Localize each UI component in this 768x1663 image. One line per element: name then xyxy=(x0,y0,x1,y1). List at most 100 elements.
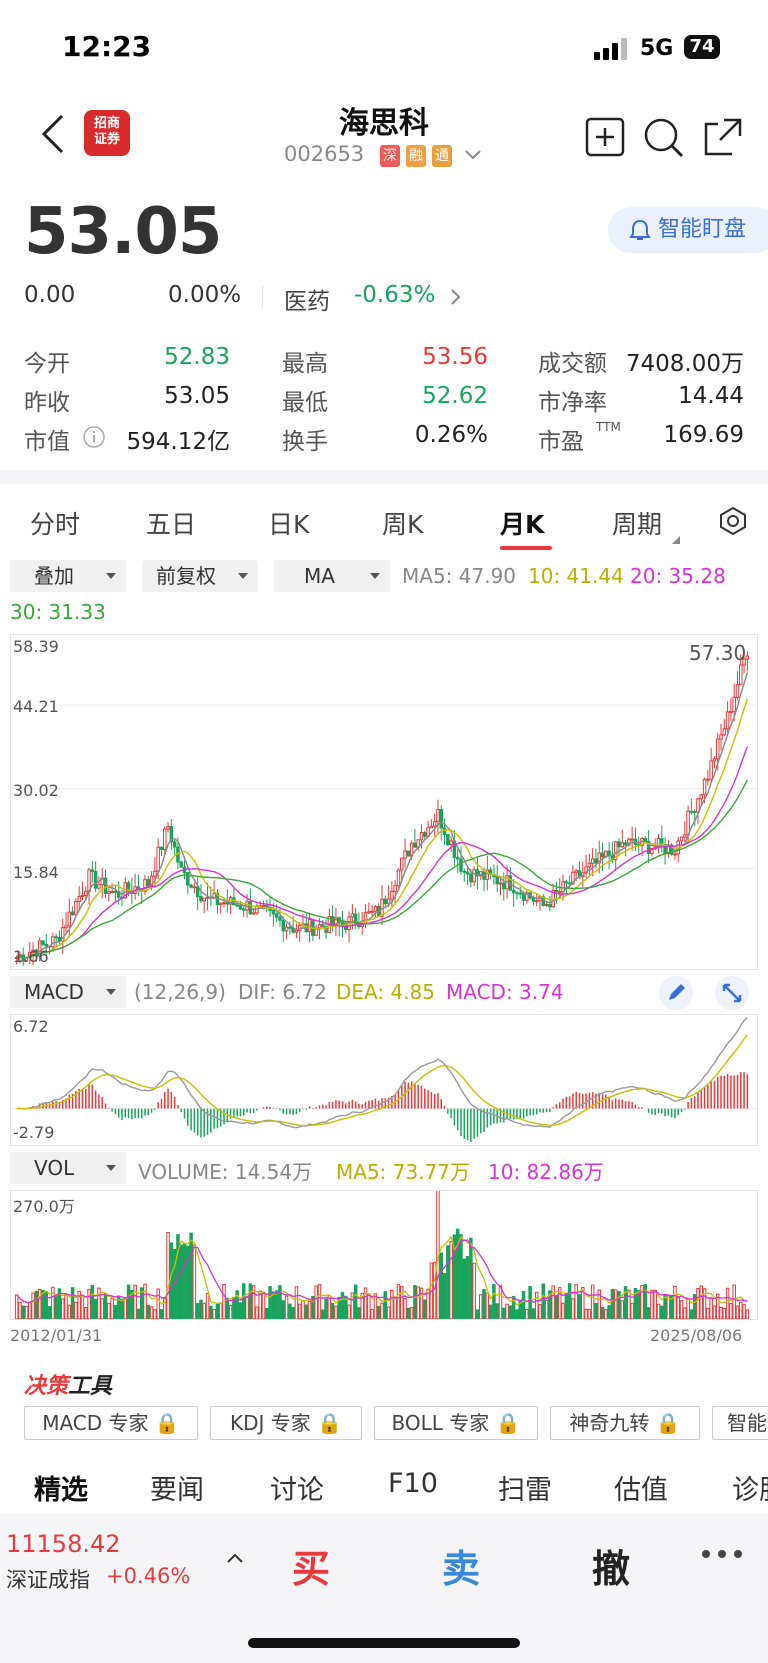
news-tab-diagnosis[interactable]: 诊股 xyxy=(732,1475,768,1506)
indicator-dropdown[interactable]: MA xyxy=(274,560,390,592)
candle xyxy=(446,834,450,846)
candle xyxy=(515,892,519,895)
sector-name[interactable]: 医药 xyxy=(284,289,330,315)
date-end: 2025/08/06 xyxy=(650,1326,743,1345)
news-tab-featured[interactable]: 精选 xyxy=(34,1475,88,1506)
chevron-up-icon[interactable] xyxy=(226,1552,244,1564)
ma30-legend: 30: 31.33 xyxy=(10,600,106,624)
index-change[interactable]: +0.46% xyxy=(106,1564,191,1588)
volume-bar xyxy=(452,1234,457,1319)
tab-monthly-k[interactable]: 月K xyxy=(500,510,545,539)
news-tab-headlines[interactable]: 要闻 xyxy=(150,1475,204,1506)
candle xyxy=(169,825,174,843)
tab-intraday[interactable]: 分时 xyxy=(30,510,81,539)
volume-bar xyxy=(120,1298,124,1319)
candle xyxy=(607,850,611,857)
index-name[interactable]: 深证成指 xyxy=(6,1568,90,1592)
tool-kdj-expert[interactable]: KDJ 专家 🔒 xyxy=(210,1406,362,1440)
back-icon[interactable] xyxy=(38,112,66,156)
tab-period[interactable]: 周期 xyxy=(612,510,663,539)
volume-bar xyxy=(363,1287,368,1319)
volume-bar xyxy=(255,1306,259,1319)
add-watchlist-icon[interactable] xyxy=(584,116,626,158)
candle xyxy=(478,871,483,877)
candle xyxy=(189,884,193,888)
volume-bar xyxy=(689,1309,694,1319)
candle xyxy=(149,875,154,887)
news-tab-risk[interactable]: 扫雷 xyxy=(498,1475,552,1506)
volume-bar xyxy=(646,1307,651,1319)
tab-weekly-k[interactable]: 周K xyxy=(382,510,424,539)
tab-daily-k[interactable]: 日K xyxy=(268,510,310,539)
sector-change[interactable]: -0.63% xyxy=(354,282,436,308)
sell-button[interactable]: 卖 xyxy=(442,1547,481,1591)
volume-bar xyxy=(600,1306,605,1319)
candle xyxy=(669,844,674,855)
volume-bar xyxy=(284,1295,289,1319)
volume-bar xyxy=(113,1305,118,1319)
volume-bar xyxy=(251,1285,256,1319)
search-icon[interactable] xyxy=(642,116,684,158)
volume-bar xyxy=(93,1298,98,1319)
index-value[interactable]: 11158.42 xyxy=(6,1530,121,1558)
vol-panel[interactable]: 270.0万 xyxy=(10,1190,758,1320)
candle xyxy=(281,919,286,932)
tool-magic-nine[interactable]: 神奇九转 🔒 xyxy=(550,1406,700,1440)
cancel-order-button[interactable]: 撤 xyxy=(592,1547,631,1591)
news-tab-discussion[interactable]: 讨论 xyxy=(270,1475,324,1506)
volume-bar xyxy=(554,1295,559,1319)
candle xyxy=(107,891,111,894)
volume-bar xyxy=(666,1295,671,1319)
candle xyxy=(396,869,401,887)
overlay-dropdown[interactable]: 叠加 xyxy=(10,560,126,592)
candle xyxy=(199,896,203,902)
section-divider xyxy=(0,470,768,484)
adjust-dropdown[interactable]: 前复权 xyxy=(142,560,258,592)
corner-triangle-icon xyxy=(672,536,680,544)
tool-boll-expert[interactable]: BOLL 专家 🔒 xyxy=(374,1406,538,1440)
chart-settings-icon[interactable] xyxy=(718,506,748,536)
buy-button[interactable]: 买 xyxy=(292,1547,331,1591)
candle xyxy=(317,924,322,930)
news-tab-valuation[interactable]: 估值 xyxy=(614,1475,668,1506)
volume-bar xyxy=(87,1288,91,1319)
chevron-right-icon[interactable] xyxy=(450,288,462,306)
volume-bar xyxy=(469,1237,473,1319)
candle xyxy=(186,872,190,886)
candle xyxy=(77,895,81,902)
smart-watch-button[interactable]: 智能盯盘 xyxy=(608,207,768,253)
share-icon[interactable] xyxy=(702,116,744,158)
kline-panel[interactable]: 58.39 44.21 30.02 15.84 1.66 57.30 xyxy=(10,634,758,970)
candle xyxy=(455,856,460,860)
expand-icon[interactable] xyxy=(714,975,750,1011)
volume-bar xyxy=(386,1306,391,1319)
y-tick-4: 15.84 xyxy=(13,863,59,882)
macd-panel[interactable]: 6.72 -2.79 xyxy=(10,1014,758,1146)
volume-bar xyxy=(528,1285,532,1319)
volume-bar xyxy=(136,1308,141,1319)
vol-dropdown[interactable]: VOL xyxy=(10,1152,126,1184)
candle xyxy=(37,940,42,957)
macd-dropdown[interactable]: MACD xyxy=(10,976,126,1008)
volume-bar xyxy=(64,1294,68,1319)
volume-bar xyxy=(314,1285,318,1319)
volume-bar xyxy=(169,1242,174,1319)
news-tab-f10[interactable]: F10 xyxy=(388,1468,438,1499)
vol-volume: VOLUME: 14.54万 xyxy=(138,1160,313,1184)
info-icon[interactable] xyxy=(82,425,106,449)
tab-five-day[interactable]: 五日 xyxy=(146,510,197,539)
volume-bar xyxy=(613,1289,618,1319)
tool-macd-expert[interactable]: MACD 专家 🔒 xyxy=(24,1406,198,1440)
edit-icon[interactable] xyxy=(658,975,694,1011)
tool-label: KDJ 专家 xyxy=(229,1411,311,1435)
volume-bar xyxy=(195,1303,200,1319)
tool-smart[interactable]: 智能 xyxy=(712,1406,768,1440)
more-icon[interactable] xyxy=(700,1548,744,1560)
dea-line xyxy=(16,1034,748,1127)
candle xyxy=(613,841,618,861)
volume-bar xyxy=(511,1296,516,1319)
candle xyxy=(179,861,183,868)
candle xyxy=(689,810,694,813)
macd-y-top: 6.72 xyxy=(13,1017,49,1036)
chevron-down-icon[interactable] xyxy=(464,148,482,162)
